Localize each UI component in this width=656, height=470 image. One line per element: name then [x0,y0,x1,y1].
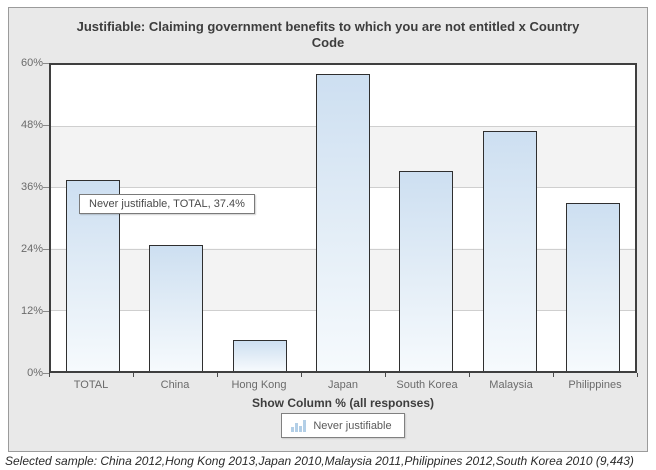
y-tick-label: 36% [20,181,43,193]
y-tick-label: 24% [20,243,43,255]
x-category-label: China [160,379,190,391]
bar-japan[interactable] [316,73,370,371]
y-tick-mark [43,311,49,312]
bar-philippines[interactable] [566,202,621,371]
legend-box[interactable]: Never justifiable [281,413,405,438]
x-tick-mark [469,373,470,377]
bar-china[interactable] [149,244,204,371]
x-tick-mark [385,373,386,377]
tooltip: Never justifiable, TOTAL, 37.4% [79,194,255,214]
x-category-label: Philippines [568,379,622,391]
y-tick-mark [43,249,49,250]
plot-area [49,63,637,373]
legend-label: Never justifiable [313,419,392,432]
y-tick-mark [43,373,49,374]
y-tick-mark [43,187,49,188]
y-tick-mark [43,125,49,126]
y-tick-label: 60% [20,57,43,69]
x-category-label: Malaysia [489,379,533,391]
bar-south-korea[interactable] [399,171,454,371]
x-axis-labels: TOTAL China Hong Kong Japan South Korea Malay… [49,379,637,391]
x-category-label: South Korea [396,379,458,391]
x-category-label: Japan [328,379,358,391]
x-tick-mark [301,373,302,377]
x-tick-mark [217,373,218,377]
y-tick-label: 48% [20,119,43,131]
tooltip-text: Never justifiable, TOTAL, 37.4% [89,198,245,210]
y-tick-label: 12% [20,305,43,317]
y-tick-label: 0% [27,367,43,379]
x-axis-title: Show Column % (all responses) [251,396,435,410]
footer-note: Selected sample: China 2012,Hong Kong 20… [5,454,634,468]
x-tick-mark [133,373,134,377]
chart-title: Justifiable: Claiming government benefit… [76,19,580,50]
x-category-label: Hong Kong [231,379,287,391]
legend-row: Never justifiable [49,413,637,438]
chart-container: Justifiable: Claiming government benefit… [8,7,648,452]
bar-malaysia[interactable] [482,131,537,371]
x-tick-mark [553,373,554,377]
legend-bar-chart-icon [291,419,307,432]
x-category-label: TOTAL [73,379,109,391]
x-tick-mark [49,373,50,377]
bar-hong-kong[interactable] [232,340,287,371]
x-tick-mark [637,373,638,377]
y-tick-mark [43,63,49,64]
